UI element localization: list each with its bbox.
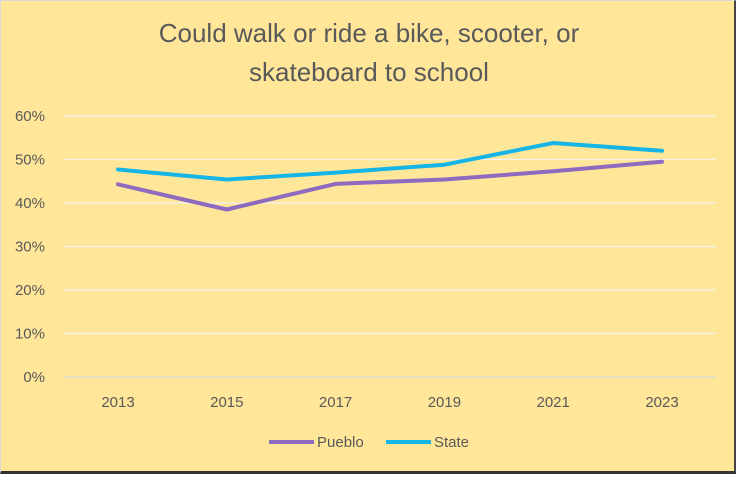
legend-label-state: State	[434, 434, 469, 451]
x-tick-label: 2017	[319, 394, 352, 411]
chart-title-line-2: skateboard to school	[249, 57, 489, 87]
x-tick-label: 2023	[645, 394, 678, 411]
legend-label-pueblo: Pueblo	[317, 434, 364, 451]
series-line-pueblo	[116, 159, 664, 212]
chart-title: Could walk or ride a bike, scooter, or s…	[0, 14, 738, 92]
y-tick-label: 60%	[15, 108, 45, 125]
x-tick-label: 2013	[101, 394, 134, 411]
chart-title-line-1: Could walk or ride a bike, scooter, or	[158, 18, 580, 48]
series-line-state	[116, 141, 664, 182]
y-tick-label: 40%	[15, 195, 45, 212]
y-tick-label: 50%	[15, 152, 45, 169]
y-tick-label: 10%	[15, 326, 45, 343]
x-tick-label: 2019	[428, 394, 461, 411]
y-tick-label: 30%	[15, 239, 45, 256]
x-tick-label: 2015	[210, 394, 243, 411]
y-tick-label: 0%	[23, 369, 45, 386]
y-tick-label: 20%	[15, 282, 45, 299]
x-tick-label: 2021	[537, 394, 570, 411]
